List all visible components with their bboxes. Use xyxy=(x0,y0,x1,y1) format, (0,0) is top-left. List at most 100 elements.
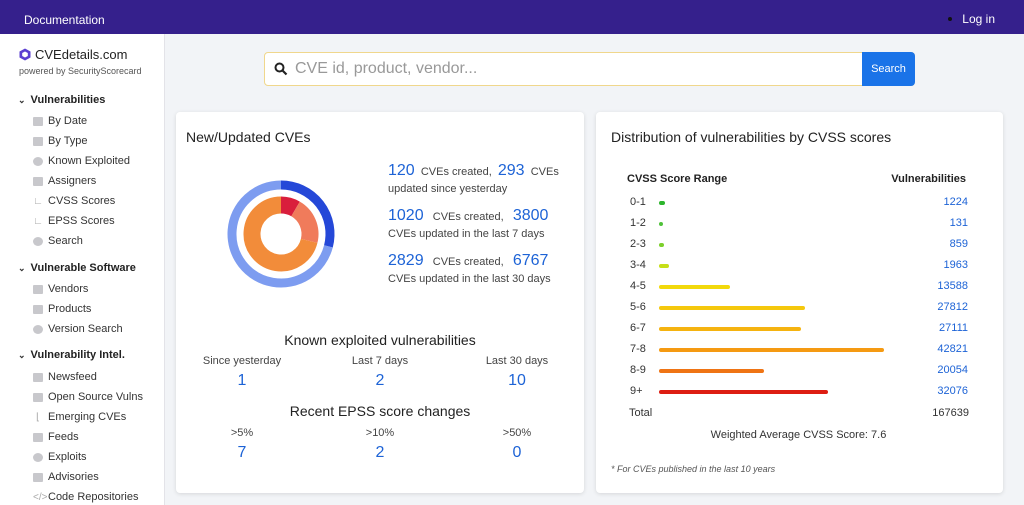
kev-value-30-days[interactable]: 10 xyxy=(508,372,526,389)
users-icon xyxy=(33,176,43,186)
chevron-down-icon: ⌄ xyxy=(18,262,26,273)
weighted-average: Weighted Average CVSS Score: 7.6 xyxy=(710,429,887,441)
stats-row-yesterday: 120 CVEs created, 293 CVEs updated since… xyxy=(388,162,559,195)
cvss-count-link[interactable]: 131 xyxy=(949,217,968,229)
cvss-range-label: 2-3 xyxy=(630,238,646,250)
sidebar-section-vulnerable-software[interactable]: ⌄ Vulnerable Software xyxy=(18,262,136,274)
kev-label-yesterday: Since yesterday xyxy=(202,355,282,367)
donut-inner-segment xyxy=(290,201,319,243)
sidebar-item-advisories[interactable]: Advisories xyxy=(33,471,99,483)
cves-donut-chart xyxy=(227,180,335,288)
stats-row-30-days: 2829 CVEs created, 6767 CVEs updated in … xyxy=(388,252,551,285)
cvss-range-label: 7-8 xyxy=(630,343,646,355)
card-title: New/Updated CVEs xyxy=(186,129,311,145)
cvss-distribution-card: Distribution of vulnerabilities by CVSS … xyxy=(596,112,1003,493)
box-icon xyxy=(33,304,43,314)
cvss-bar xyxy=(659,369,765,373)
chevron-down-icon: ⌄ xyxy=(18,94,26,105)
hexagon-logo-icon xyxy=(19,48,31,61)
updated-count[interactable]: 293 xyxy=(497,162,525,179)
sidebar-item-code-repositories[interactable]: </> Code Repositories xyxy=(33,491,139,503)
cvss-bar xyxy=(659,390,828,394)
top-navbar: Documentation Log in xyxy=(0,0,1024,34)
sidebar-item-assigners[interactable]: Assigners xyxy=(33,175,96,187)
cvss-bar xyxy=(659,201,666,205)
cvss-count-link[interactable]: 859 xyxy=(949,238,968,250)
sidebar-item-known-exploited[interactable]: Known Exploited xyxy=(33,155,130,167)
epss-value-5[interactable]: 7 xyxy=(237,444,247,461)
cvss-count-link[interactable]: 1963 xyxy=(943,259,968,271)
cvss-count-link[interactable]: 32076 xyxy=(937,385,968,397)
sidebar-item-newsfeed[interactable]: Newsfeed xyxy=(33,371,97,383)
sidebar-item-feeds[interactable]: Feeds xyxy=(33,431,79,443)
layers-icon xyxy=(33,136,43,146)
total-label: Total xyxy=(629,407,653,419)
cvss-count-link[interactable]: 27111 xyxy=(939,322,968,334)
sidebar-item-by-date[interactable]: By Date xyxy=(33,115,87,127)
sidebar-item-version-search[interactable]: Version Search xyxy=(33,323,123,335)
calendar-icon xyxy=(33,116,43,126)
login-link[interactable]: Log in xyxy=(962,12,995,26)
sidebar-item-epss-scores[interactable]: ∟ EPSS Scores xyxy=(33,215,115,227)
sidebar-item-vendors[interactable]: Vendors xyxy=(33,283,88,295)
epss-label-5: >5% xyxy=(230,427,254,439)
search-input[interactable] xyxy=(295,55,855,83)
cvss-count-link[interactable]: 20054 xyxy=(937,364,968,376)
epss-value-10[interactable]: 2 xyxy=(375,444,385,461)
cvss-range-label: 5-6 xyxy=(630,301,646,313)
cvss-count-link[interactable]: 13588 xyxy=(937,280,968,292)
cvss-count-link[interactable]: 27812 xyxy=(937,301,968,313)
cvss-bar xyxy=(659,306,806,310)
epss-value-50[interactable]: 0 xyxy=(512,444,522,461)
footnote: * For CVEs published in the last 10 year… xyxy=(611,464,776,474)
kev-value-yesterday[interactable]: 1 xyxy=(237,372,247,389)
sidebar-item-emerging-cves[interactable]: ⌊ Emerging CVEs xyxy=(33,411,126,423)
cvss-count-link[interactable]: 1224 xyxy=(943,196,968,208)
epss-changes-title: Recent EPSS score changes xyxy=(289,403,471,419)
cvss-bar xyxy=(659,327,802,331)
sidebar-item-exploits[interactable]: Exploits xyxy=(33,451,87,463)
sidebar-item-by-type[interactable]: By Type xyxy=(33,135,88,147)
card-title: Distribution of vulnerabilities by CVSS … xyxy=(611,129,892,145)
cvss-range-label: 6-7 xyxy=(630,322,646,334)
created-count[interactable]: 2829 xyxy=(388,252,424,269)
updated-count[interactable]: 3800 xyxy=(512,207,549,224)
search-button[interactable]: Search xyxy=(862,52,915,86)
sidebar-item-products[interactable]: Products xyxy=(33,303,91,315)
kev-label-7-days: Last 7 days xyxy=(351,355,409,367)
sidebar-section-vulnerabilities[interactable]: ⌄ Vulnerabilities xyxy=(18,94,106,106)
sidebar-section-vulnerability-intel[interactable]: ⌄ Vulnerability Intel. xyxy=(18,349,125,361)
bomb-icon xyxy=(33,452,43,462)
cvss-bar xyxy=(659,348,884,352)
cvss-range-label: 9+ xyxy=(630,385,643,397)
donut-inner-segment xyxy=(243,196,318,272)
sidebar-item-cvss-scores[interactable]: ∟ CVSS Scores xyxy=(33,195,116,207)
rss-icon xyxy=(33,432,43,442)
created-count[interactable]: 120 xyxy=(388,162,415,179)
cvss-bar xyxy=(659,243,664,247)
created-count[interactable]: 1020 xyxy=(388,207,424,224)
newspaper-icon xyxy=(33,372,43,382)
sidebar-item-open-source-vulns[interactable]: Open Source Vulns xyxy=(33,391,143,403)
bug-icon xyxy=(33,156,43,166)
column-header-range: CVSS Score Range xyxy=(627,173,728,185)
column-header-vulnerabilities: Vulnerabilities xyxy=(891,173,966,185)
brand-subtitle: powered by SecurityScorecard xyxy=(19,66,142,76)
known-exploited-title: Known exploited vulnerabilities xyxy=(284,332,476,348)
epss-label-50: >50% xyxy=(502,427,532,439)
cvss-count-link[interactable]: 42821 xyxy=(937,343,968,355)
cvss-range-label: 3-4 xyxy=(630,259,646,271)
documentation-link[interactable]: Documentation xyxy=(24,13,105,27)
sidebar: CVEdetails.com powered by SecurityScorec… xyxy=(0,34,165,505)
search-icon xyxy=(33,236,43,246)
sidebar-item-search[interactable]: Search xyxy=(33,235,83,247)
chevron-down-icon: ⌄ xyxy=(18,349,26,360)
updated-count[interactable]: 6767 xyxy=(512,252,549,269)
cvss-range-label: 0-1 xyxy=(630,196,646,208)
kev-value-7-days[interactable]: 2 xyxy=(375,372,385,389)
building-icon xyxy=(33,284,43,294)
cvss-bar xyxy=(659,285,731,289)
search-bar: Search xyxy=(264,52,915,86)
brand-logo[interactable]: CVEdetails.com xyxy=(19,47,127,62)
cvss-range-label: 1-2 xyxy=(630,217,646,229)
